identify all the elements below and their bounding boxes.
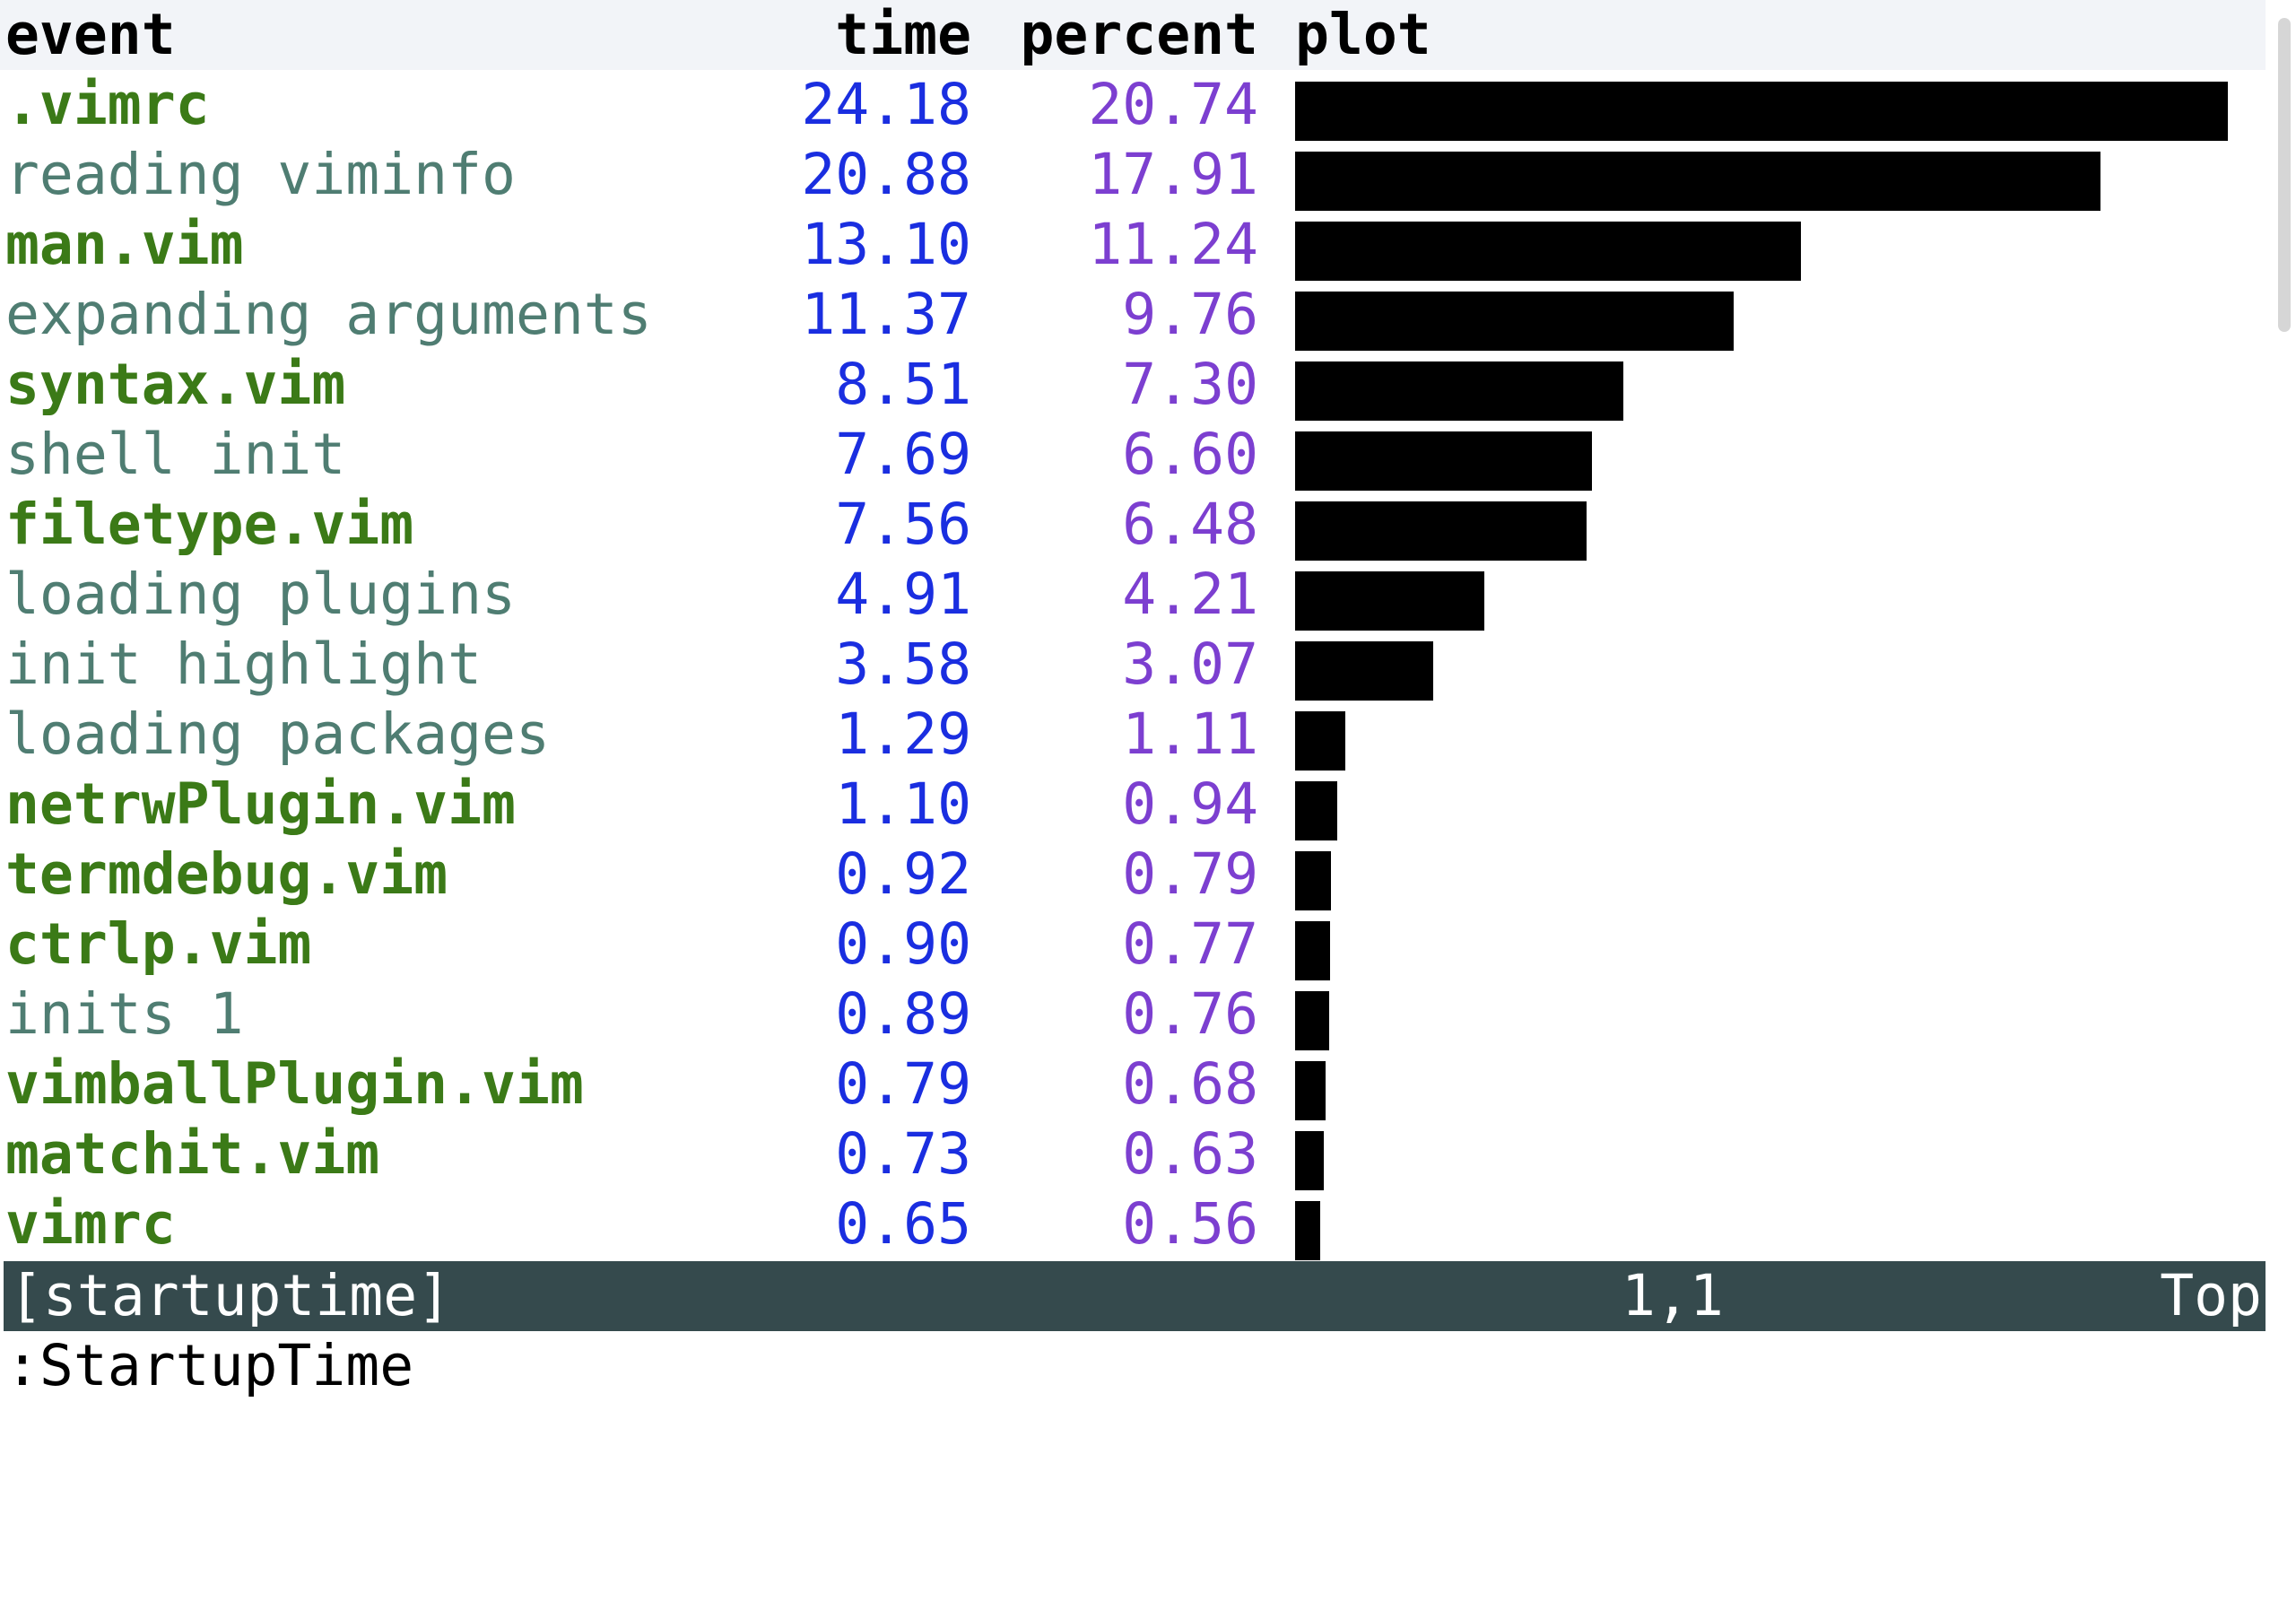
event-time: 0.65 <box>835 1191 971 1257</box>
plot-bar <box>1295 501 1587 561</box>
plot-bar <box>1295 431 1592 491</box>
event-name: vimrc <box>5 1191 176 1257</box>
event-name: .vimrc <box>5 72 210 137</box>
event-percent: 0.94 <box>1122 771 1258 837</box>
event-time: 0.79 <box>835 1051 971 1117</box>
event-name: ctrlp.vim <box>5 911 312 977</box>
plot-bar <box>1295 82 2228 141</box>
event-percent: 9.76 <box>1122 282 1258 347</box>
event-time: 0.73 <box>835 1121 971 1187</box>
event-time: 0.90 <box>835 911 971 977</box>
table-row: man.vim 13.10 11.24 <box>0 210 2266 281</box>
table-row: termdebug.vim 0.92 0.79 <box>0 840 2266 910</box>
table-row: netrwPlugin.vim 1.10 0.94 <box>0 770 2266 840</box>
plot-bar <box>1295 781 1337 840</box>
plot-bar <box>1295 361 1623 421</box>
event-name: loading plugins <box>5 562 516 627</box>
table-row: syntax.vim 8.51 7.30 <box>0 350 2266 421</box>
buffer-name: [startuptime] <box>9 1263 452 1328</box>
event-name: matchit.vim <box>5 1121 380 1187</box>
event-percent: 0.56 <box>1122 1191 1258 1257</box>
event-percent: 6.60 <box>1122 422 1258 487</box>
event-name: init highlight <box>5 631 483 697</box>
table-row: filetype.vim 7.56 6.48 <box>0 490 2266 561</box>
event-time: 3.58 <box>835 631 971 697</box>
event-time: 7.56 <box>835 492 971 557</box>
table-row: vimrc 0.65 0.56 <box>0 1189 2266 1260</box>
event-time: 1.29 <box>835 701 971 767</box>
event-percent: 17.91 <box>1088 142 1258 207</box>
event-percent: 4.21 <box>1122 562 1258 627</box>
plot-bar <box>1295 851 1331 910</box>
plot-bar <box>1295 1061 1326 1120</box>
table-row: shell init 7.69 6.60 <box>0 420 2266 491</box>
table-row: .vimrc 24.18 20.74 <box>0 70 2266 141</box>
event-percent: 0.76 <box>1122 981 1258 1047</box>
event-name: termdebug.vim <box>5 841 448 907</box>
event-percent: 0.77 <box>1122 911 1258 977</box>
event-time: 11.37 <box>801 282 971 347</box>
header-percent: percent <box>1020 2 1258 67</box>
event-percent: 0.68 <box>1122 1051 1258 1117</box>
plot-bar <box>1295 641 1433 701</box>
event-name: inits 1 <box>5 981 244 1047</box>
header-plot: plot <box>1295 2 1431 67</box>
event-name: shell init <box>5 422 346 487</box>
plot-bar <box>1295 921 1330 980</box>
cursor-position: 1,1 <box>1622 1263 1724 1328</box>
table-row: loading packages 1.29 1.11 <box>0 700 2266 771</box>
event-name: man.vim <box>5 212 244 277</box>
event-time: 0.92 <box>835 841 971 907</box>
table-row: inits 1 0.89 0.76 <box>0 980 2266 1050</box>
table-row: vimballPlugin.vim 0.79 0.68 <box>0 1049 2266 1120</box>
plot-bar <box>1295 991 1329 1050</box>
statusline: [startuptime] 1,1 Top <box>4 1261 2266 1331</box>
scroll-indicator: Top <box>2160 1263 2262 1328</box>
table-row: loading plugins 4.91 4.21 <box>0 560 2266 631</box>
event-time: 20.88 <box>801 142 971 207</box>
command-line[interactable]: :StartupTime <box>5 1333 414 1398</box>
plot-bar <box>1295 571 1484 631</box>
header-time: time <box>835 2 971 67</box>
event-name: expanding arguments <box>5 282 652 347</box>
event-percent: 3.07 <box>1122 631 1258 697</box>
event-name: netrwPlugin.vim <box>5 771 516 837</box>
event-time: 24.18 <box>801 72 971 137</box>
event-time: 4.91 <box>835 562 971 627</box>
event-name: syntax.vim <box>5 352 346 417</box>
event-name: filetype.vim <box>5 492 414 557</box>
table-row: expanding arguments 11.37 9.76 <box>0 280 2266 351</box>
plot-bar <box>1295 292 1734 351</box>
event-time: 1.10 <box>835 771 971 837</box>
plot-bar <box>1295 222 1801 281</box>
plot-bar <box>1295 1201 1320 1260</box>
event-time: 13.10 <box>801 212 971 277</box>
table-row: init highlight 3.58 3.07 <box>0 630 2266 701</box>
event-name: reading viminfo <box>5 142 516 207</box>
event-name: loading packages <box>5 701 550 767</box>
scrollbar[interactable] <box>2274 0 2296 1435</box>
event-percent: 0.63 <box>1122 1121 1258 1187</box>
event-time: 8.51 <box>835 352 971 417</box>
plot-bar <box>1295 711 1345 771</box>
table-row: reading viminfo 20.88 17.91 <box>0 140 2266 211</box>
event-name: vimballPlugin.vim <box>5 1051 584 1117</box>
editor-window[interactable]: event time percent plot .vimrc 24.18 20.74… <box>0 0 2274 1435</box>
event-time: 0.89 <box>835 981 971 1047</box>
event-time: 7.69 <box>835 422 971 487</box>
event-percent: 6.48 <box>1122 492 1258 557</box>
plot-bar <box>1295 152 2100 211</box>
table-row: matchit.vim 0.73 0.63 <box>0 1119 2266 1190</box>
header-event: event <box>5 2 176 67</box>
event-percent: 0.79 <box>1122 841 1258 907</box>
event-percent: 7.30 <box>1122 352 1258 417</box>
scrollbar-thumb[interactable] <box>2278 18 2291 332</box>
table-row: ctrlp.vim 0.90 0.77 <box>0 910 2266 980</box>
table-header: event time percent plot <box>0 0 2266 70</box>
event-percent: 11.24 <box>1088 212 1258 277</box>
event-percent: 1.11 <box>1122 701 1258 767</box>
plot-bar <box>1295 1131 1324 1190</box>
event-percent: 20.74 <box>1088 72 1258 137</box>
